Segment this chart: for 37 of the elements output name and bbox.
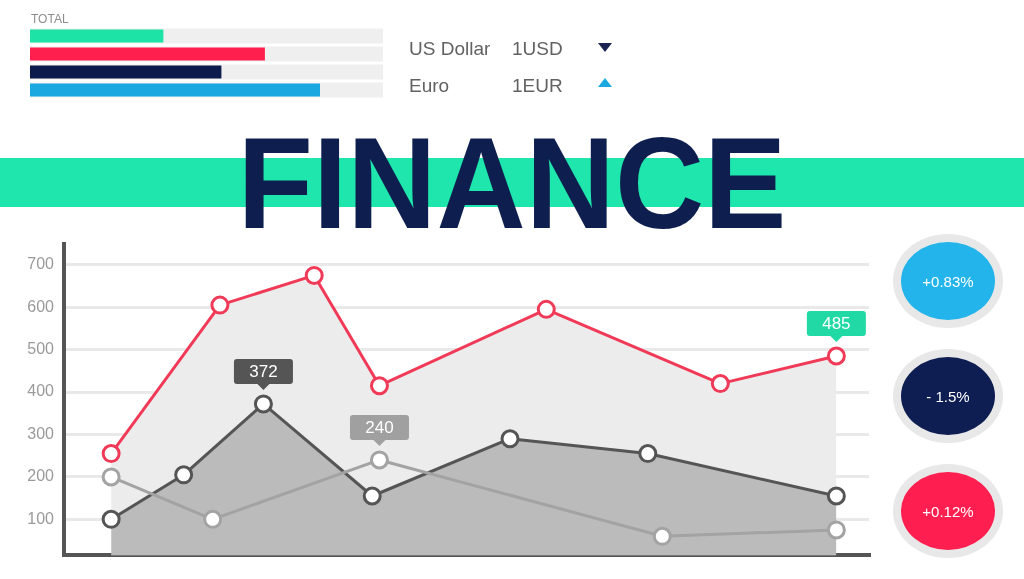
point — [710, 374, 730, 394]
y-tick-label: 300 — [27, 424, 55, 442]
chart-title: TOTAL — [31, 12, 69, 26]
y-tick-label: 600 — [27, 297, 55, 315]
y-tick-label: 500 — [27, 340, 55, 358]
point — [536, 299, 556, 319]
round-badge: - 1.5% — [893, 349, 1003, 443]
y-tick-label: 200 — [27, 467, 55, 485]
text: Euro — [409, 75, 450, 96]
text: 1EUR — [512, 75, 563, 96]
point — [101, 509, 121, 529]
data-label: 240 — [365, 418, 394, 438]
round-badge: +0.12% — [893, 464, 1003, 558]
point — [369, 450, 389, 470]
point — [826, 486, 846, 506]
point — [826, 520, 846, 540]
data-label: 372 — [249, 362, 278, 382]
data-label: 485 — [822, 314, 851, 334]
y-tick-label: 100 — [27, 509, 55, 527]
point — [174, 465, 194, 485]
point — [362, 486, 382, 506]
point — [369, 376, 389, 396]
y-tick-label: 700 — [27, 255, 55, 273]
round-badge: +0.83% — [893, 234, 1003, 328]
point — [304, 265, 324, 285]
point — [210, 295, 230, 315]
point — [203, 509, 223, 529]
y-tick-label: 400 — [27, 382, 55, 400]
point — [101, 467, 121, 487]
point — [253, 394, 273, 414]
text: 1USD — [512, 38, 563, 59]
text: US Dollar — [409, 38, 491, 59]
point — [101, 444, 121, 464]
point — [652, 526, 672, 546]
point — [638, 444, 658, 464]
point — [500, 429, 520, 449]
point — [826, 346, 846, 366]
